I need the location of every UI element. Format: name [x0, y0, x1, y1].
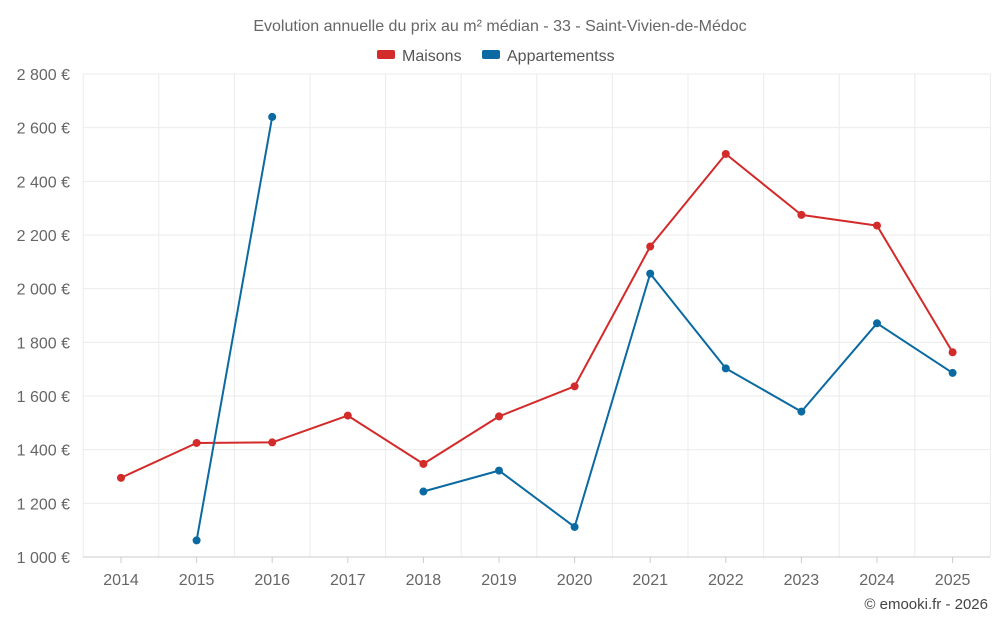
- data-point[interactable]: [268, 112, 277, 121]
- y-tick-label: 1 600 €: [17, 389, 70, 406]
- series-line: [120, 153, 954, 479]
- data-point[interactable]: [343, 411, 352, 420]
- data-point[interactable]: [646, 242, 655, 251]
- legend-swatch: [482, 50, 500, 59]
- x-tick-label: 2017: [330, 572, 366, 589]
- x-tick-label: 2021: [632, 572, 668, 589]
- grid: [82, 73, 991, 557]
- y-tick-label: 2 800 €: [17, 67, 70, 84]
- data-point[interactable]: [873, 319, 881, 328]
- y-tick-label: 2 600 €: [17, 121, 70, 138]
- x-tick-label: 2018: [406, 572, 442, 589]
- y-tick-label: 1 200 €: [17, 496, 70, 513]
- data-point[interactable]: [117, 473, 125, 482]
- data-point[interactable]: [873, 221, 881, 230]
- x-tick-label: 2024: [859, 572, 895, 589]
- series-0: [117, 149, 957, 482]
- series-line: [195, 116, 954, 541]
- data-point[interactable]: [797, 407, 806, 416]
- x-tick-label: 2020: [557, 572, 593, 589]
- data-point[interactable]: [192, 438, 201, 447]
- data-point[interactable]: [419, 459, 428, 468]
- axes: 1 000 € 1 200 € 1 400 € 1 600 € 1 800 € 2 000…: [17, 67, 990, 589]
- data-point[interactable]: [797, 210, 806, 219]
- y-tick-label: 2 400 €: [17, 174, 70, 191]
- x-tick-label: 2022: [708, 572, 744, 589]
- data-point[interactable]: [721, 149, 730, 158]
- data-point[interactable]: [721, 364, 730, 373]
- credit-text: © emooki.fr - 2026: [864, 596, 988, 613]
- x-tick-label: 2025: [935, 572, 971, 589]
- data-point[interactable]: [948, 348, 957, 357]
- x-tick-label: 2019: [481, 572, 517, 589]
- data-point[interactable]: [570, 382, 579, 391]
- legend-item-0[interactable]: Maisons: [377, 48, 462, 65]
- data-point[interactable]: [268, 438, 277, 447]
- y-tick-label: 1 000 €: [17, 550, 70, 567]
- legend-item-1[interactable]: Appartementss: [482, 48, 615, 65]
- data-point[interactable]: [192, 536, 201, 545]
- y-tick-label: 1 800 €: [17, 335, 70, 352]
- legend-label: Appartementss: [507, 48, 615, 65]
- x-tick-label: 2016: [254, 572, 290, 589]
- y-tick-label: 2 200 €: [17, 228, 70, 245]
- data-point[interactable]: [570, 522, 579, 531]
- data-point[interactable]: [419, 487, 428, 496]
- x-tick-label: 2023: [784, 572, 820, 589]
- series: [117, 112, 957, 545]
- legend[interactable]: Maisons Appartementss: [377, 48, 615, 65]
- chart-title: Evolution annuelle du prix au m² médian …: [253, 18, 746, 35]
- data-point[interactable]: [495, 412, 503, 421]
- x-tick-label: 2014: [103, 572, 139, 589]
- x-tick-label: 2015: [179, 572, 215, 589]
- series-1: [192, 112, 957, 545]
- data-point[interactable]: [646, 269, 655, 278]
- data-point[interactable]: [948, 368, 957, 377]
- legend-swatch: [377, 50, 395, 59]
- legend-label: Maisons: [402, 48, 462, 65]
- data-point[interactable]: [495, 466, 503, 475]
- y-tick-label: 1 400 €: [17, 443, 70, 460]
- y-tick-label: 2 000 €: [17, 282, 70, 299]
